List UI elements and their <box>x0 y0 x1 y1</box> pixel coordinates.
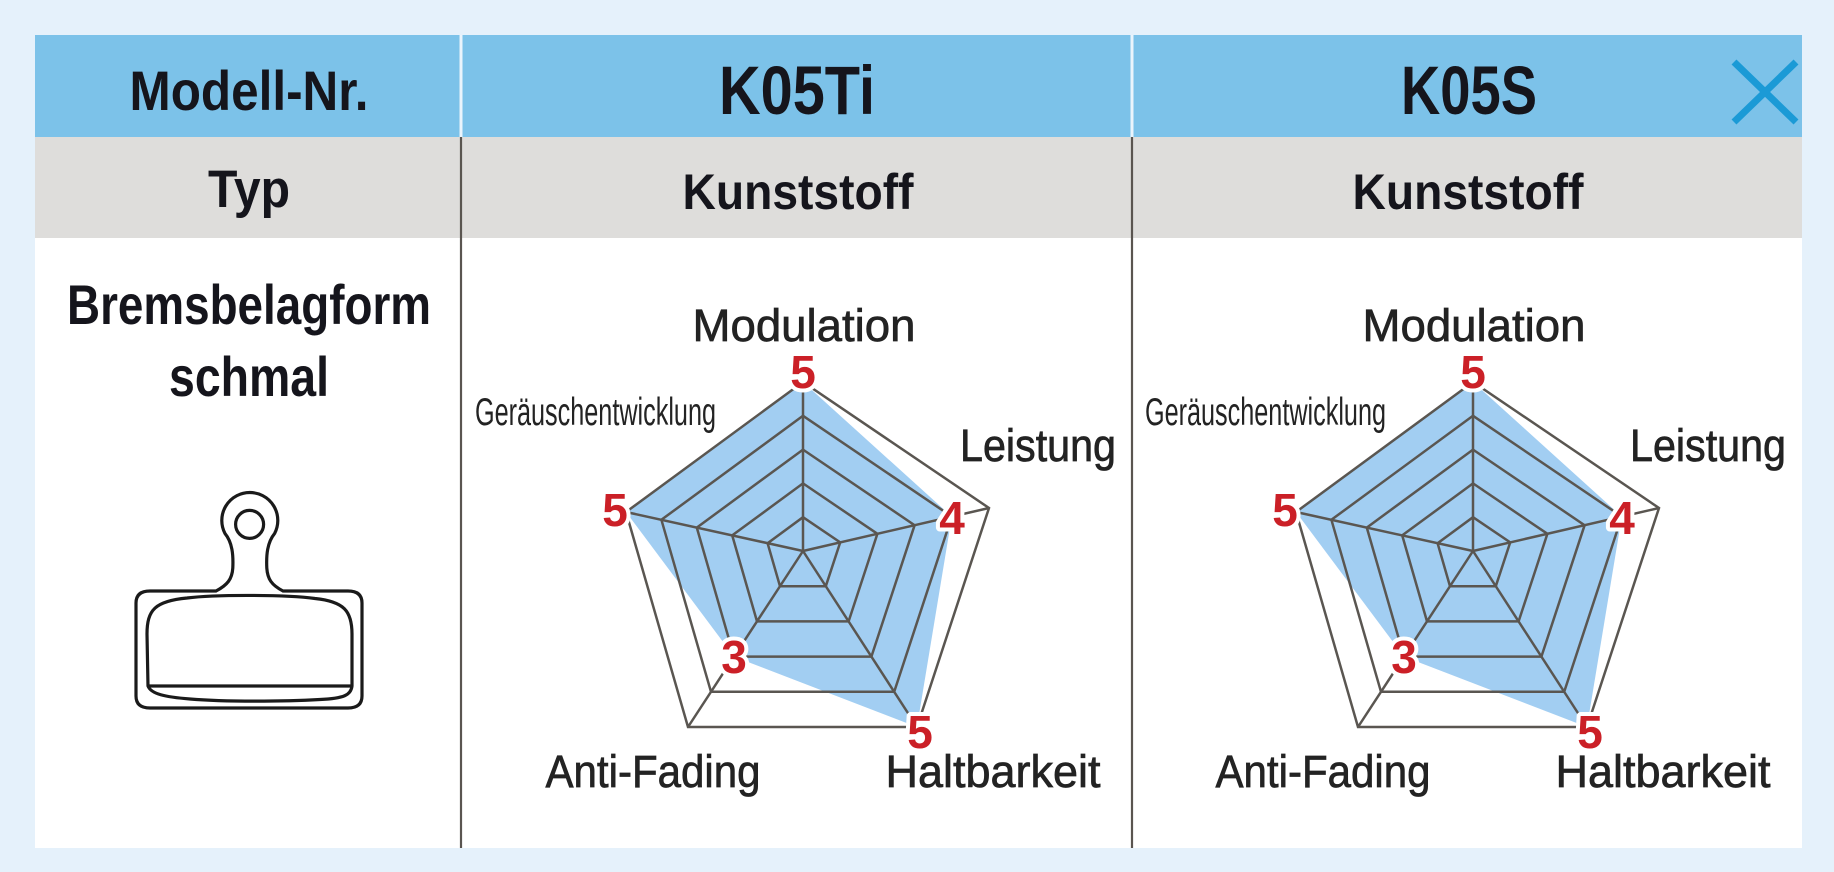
svg-text:5: 5 <box>790 346 816 398</box>
svg-text:5: 5 <box>602 484 628 536</box>
svg-text:Leistung: Leistung <box>960 420 1116 471</box>
svg-text:Kunststoff: Kunststoff <box>1353 164 1584 220</box>
svg-text:Modulation: Modulation <box>693 300 916 351</box>
svg-text:K05Ti: K05Ti <box>719 52 875 129</box>
svg-text:K05S: K05S <box>1401 52 1537 129</box>
svg-text:4: 4 <box>939 492 965 544</box>
svg-text:Modell-Nr.: Modell-Nr. <box>130 59 369 122</box>
svg-text:Typ: Typ <box>208 160 290 219</box>
svg-text:Bremsbelagform: Bremsbelagform <box>67 273 431 336</box>
svg-text:Haltbarkeit: Haltbarkeit <box>886 746 1101 797</box>
svg-text:Kunststoff: Kunststoff <box>683 164 914 220</box>
svg-text:3: 3 <box>721 631 747 683</box>
svg-text:Anti-Fading: Anti-Fading <box>546 746 761 797</box>
svg-text:5: 5 <box>907 706 933 758</box>
svg-text:Geräuschentwicklung: Geräuschentwicklung <box>475 391 716 434</box>
svg-text:schmal: schmal <box>169 345 329 408</box>
